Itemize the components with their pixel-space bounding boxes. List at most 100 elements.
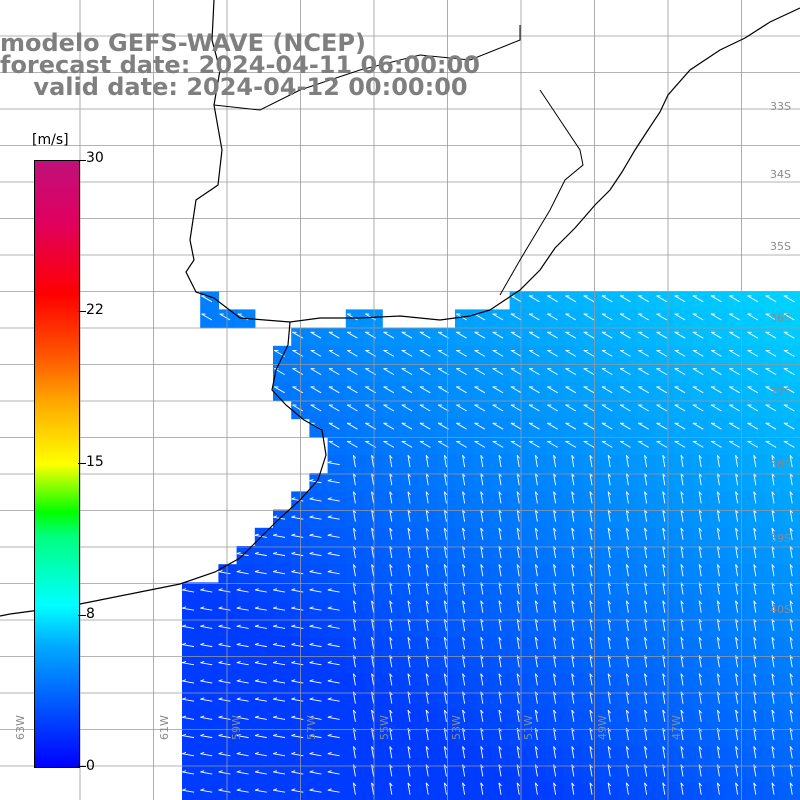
wind-arrow-head: [516, 782, 520, 787]
wind-arrow-head: [254, 752, 259, 755]
wind-arrow-head: [644, 782, 648, 787]
wind-arrow-head: [352, 673, 357, 678]
wind-arrow: [218, 607, 231, 611]
wind-arrow: [601, 441, 613, 448]
wind-arrow: [425, 691, 429, 704]
wind-arrow: [583, 350, 595, 357]
wind-arrow-head: [789, 673, 793, 678]
wind-arrow-head: [309, 679, 314, 682]
wind-arrow: [528, 422, 540, 430]
wind-arrow: [625, 728, 629, 741]
wind-arrow-head: [735, 454, 739, 459]
wind-arrow-head: [291, 533, 296, 536]
wind-arrow: [729, 331, 740, 339]
wind-arrow: [771, 564, 775, 577]
wind-arrow: [619, 386, 631, 394]
wind-arrow-head: [236, 551, 241, 554]
wind-arrow: [327, 462, 340, 466]
wind-arrow: [254, 607, 267, 611]
wind-arrow: [674, 386, 686, 394]
wind-arrow: [407, 509, 411, 522]
wind-arrow-head: [753, 600, 757, 605]
wind-arrow: [291, 680, 304, 684]
wind-arrow-head: [236, 588, 241, 591]
wind-arrow: [346, 313, 358, 321]
wind-arrow: [425, 673, 429, 686]
wind-arrow: [236, 662, 249, 666]
wind-arrow: [735, 527, 739, 540]
wind-arrow: [601, 331, 613, 339]
wind-arrow: [327, 534, 340, 538]
wind-arrow: [474, 368, 486, 375]
wind-arrow-head: [200, 752, 205, 755]
wind-arrow: [346, 368, 358, 375]
wind-arrow-head: [309, 661, 314, 664]
wind-arrow: [516, 764, 520, 777]
wind-arrow: [710, 404, 722, 412]
wind-arrow-head: [309, 624, 314, 627]
wind-arrow-head: [389, 636, 393, 641]
wind-arrow: [328, 368, 340, 375]
wind-arrow: [462, 637, 466, 650]
wind-arrow-head: [698, 673, 702, 678]
wind-arrow: [516, 691, 520, 704]
wind-arrow: [644, 491, 648, 504]
wind-arrow: [371, 618, 375, 631]
wind-arrow: [680, 527, 684, 540]
wind-arrow: [200, 753, 213, 757]
wind-arrow-head: [534, 709, 539, 714]
wind-arrow-head: [516, 746, 520, 750]
wind-arrow-head: [498, 746, 502, 750]
wind-arrow: [589, 673, 593, 686]
wind-arrow: [553, 473, 557, 486]
wind-arrow-head: [534, 618, 539, 623]
wind-arrow: [498, 637, 502, 650]
wind-arrow-head: [327, 515, 332, 518]
wind-arrow: [547, 368, 558, 375]
wind-arrow: [547, 313, 558, 321]
wind-arrow: [492, 350, 504, 357]
wind-arrow-head: [327, 679, 332, 682]
wind-arrow: [328, 350, 340, 357]
wind-arrow: [571, 673, 575, 686]
wind-arrow-head: [327, 460, 332, 463]
wind-arrow: [553, 746, 557, 759]
wind-arrow: [292, 350, 304, 357]
wind-arrow: [462, 509, 466, 522]
wind-arrow-head: [389, 746, 393, 750]
wind-arrow-head: [480, 782, 484, 787]
wind-arrow-head: [516, 709, 520, 714]
wind-arrow-head: [534, 655, 539, 659]
wind-arrow: [680, 691, 684, 704]
wind-arrow-head: [425, 636, 429, 641]
wind-arrow: [571, 637, 575, 650]
title-model: modelo GEFS-WAVE (NCEP): [0, 29, 366, 57]
wind-cell: [782, 327, 800, 347]
wind-arrow: [425, 546, 429, 559]
wind-arrow: [236, 789, 249, 793]
wind-arrow: [200, 625, 213, 629]
wind-arrow-head: [327, 661, 332, 664]
wind-arrow-head: [662, 454, 666, 459]
wind-arrow: [534, 600, 538, 613]
wind-arrow: [534, 691, 538, 704]
wind-arrow: [747, 386, 759, 394]
wind-arrow: [729, 404, 740, 412]
wind-arrow-head: [735, 746, 739, 750]
wind-arrow: [254, 680, 267, 684]
wind-arrow: [407, 764, 411, 777]
wind-arrow: [407, 582, 411, 595]
wind-arrow: [674, 368, 686, 375]
wind-arrow-head: [200, 715, 205, 718]
wind-arrow: [291, 498, 304, 502]
lon-label: 57W: [305, 715, 318, 740]
wind-arrow-head: [291, 515, 296, 518]
wind-arrow: [753, 782, 757, 795]
wind-arrow: [456, 422, 467, 430]
wind-arrow: [789, 618, 793, 631]
wind-arrow: [443, 709, 447, 722]
wind-arrow: [389, 746, 393, 759]
lat-label: 40S: [770, 603, 791, 616]
wind-arrow: [352, 618, 356, 631]
wind-arrow: [309, 789, 322, 793]
